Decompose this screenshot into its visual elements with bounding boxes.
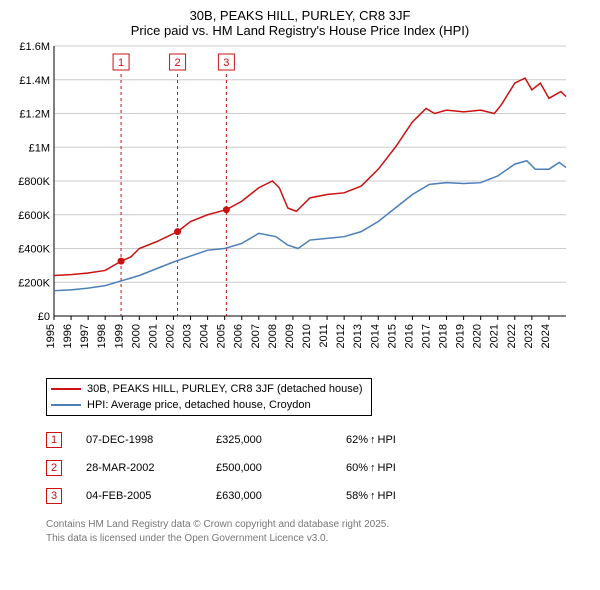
svg-text:£1.4M: £1.4M [19, 75, 50, 87]
svg-text:2002: 2002 [164, 324, 176, 348]
svg-text:£400K: £400K [18, 244, 50, 256]
arrow-up-icon: ↑ [370, 434, 376, 446]
svg-text:2015: 2015 [386, 324, 398, 348]
svg-text:2023: 2023 [523, 324, 535, 348]
sale-pct: 62% ↑ HPI [346, 434, 396, 446]
svg-text:£1.2M: £1.2M [19, 109, 50, 121]
sale-date: 07-DEC-1998 [86, 434, 216, 446]
legend-label-1: 30B, PEAKS HILL, PURLEY, CR8 3JF (detach… [87, 383, 363, 395]
legend-swatch-2 [51, 404, 81, 406]
sale-marker-icon: 3 [46, 488, 62, 504]
svg-text:£800K: £800K [18, 176, 50, 188]
svg-text:1: 1 [118, 57, 124, 69]
svg-text:2010: 2010 [301, 324, 313, 348]
sales-table: 1 07-DEC-1998 £325,000 62% ↑ HPI 2 28-MA… [46, 426, 590, 510]
svg-text:2001: 2001 [147, 324, 159, 348]
svg-text:2014: 2014 [369, 324, 381, 348]
table-row: 3 04-FEB-2005 £630,000 58% ↑ HPI [46, 482, 590, 510]
svg-text:1996: 1996 [62, 324, 74, 348]
svg-text:2009: 2009 [284, 324, 296, 348]
table-row: 1 07-DEC-1998 £325,000 62% ↑ HPI [46, 426, 590, 454]
legend-item-2: HPI: Average price, detached house, Croy… [51, 397, 363, 413]
legend: 30B, PEAKS HILL, PURLEY, CR8 3JF (detach… [46, 378, 372, 416]
svg-text:2013: 2013 [352, 324, 364, 348]
svg-text:2000: 2000 [130, 324, 142, 348]
legend-swatch-1 [51, 388, 81, 390]
svg-text:1997: 1997 [79, 324, 91, 348]
svg-text:2016: 2016 [403, 324, 415, 348]
sale-price: £500,000 [216, 462, 346, 474]
sale-price: £630,000 [216, 490, 346, 502]
svg-text:£1M: £1M [29, 142, 50, 154]
svg-text:1995: 1995 [45, 324, 57, 348]
legend-item-1: 30B, PEAKS HILL, PURLEY, CR8 3JF (detach… [51, 381, 363, 397]
svg-text:1999: 1999 [113, 324, 125, 348]
svg-text:2004: 2004 [199, 324, 211, 348]
svg-text:1998: 1998 [96, 324, 108, 348]
arrow-up-icon: ↑ [370, 462, 376, 474]
chart-area: £0 £200K £400K £600K £800K £1M £1.2M £1.4M £1.6M… [10, 42, 590, 372]
svg-text:2012: 2012 [335, 324, 347, 348]
svg-text:£200K: £200K [18, 277, 50, 289]
sale-pct: 58% ↑ HPI [346, 490, 396, 502]
svg-text:2007: 2007 [250, 324, 262, 348]
chart-svg: £0 £200K £400K £600K £800K £1M £1.2M £1.4M £1.6M… [10, 42, 570, 372]
svg-text:£1.6M: £1.6M [19, 42, 50, 53]
footer-line-2: This data is licensed under the Open Gov… [46, 532, 590, 546]
sale-date: 28-MAR-2002 [86, 462, 216, 474]
svg-text:2005: 2005 [216, 324, 228, 348]
sale-pct: 60% ↑ HPI [346, 462, 396, 474]
svg-text:2: 2 [175, 57, 181, 69]
legend-label-2: HPI: Average price, detached house, Croy… [87, 399, 311, 411]
footer-line-1: Contains HM Land Registry data © Crown c… [46, 518, 590, 532]
footer-attribution: Contains HM Land Registry data © Crown c… [46, 518, 590, 545]
svg-text:£600K: £600K [18, 210, 50, 222]
svg-text:2020: 2020 [472, 324, 484, 348]
svg-text:2021: 2021 [489, 324, 501, 348]
arrow-up-icon: ↑ [370, 490, 376, 502]
title-line-2: Price paid vs. HM Land Registry's House … [10, 23, 590, 38]
svg-text:2003: 2003 [182, 324, 194, 348]
svg-text:2008: 2008 [267, 324, 279, 348]
chart-container: 30B, PEAKS HILL, PURLEY, CR8 3JF Price p… [0, 0, 600, 555]
table-row: 2 28-MAR-2002 £500,000 60% ↑ HPI [46, 454, 590, 482]
svg-text:2024: 2024 [540, 324, 552, 348]
sale-marker-icon: 1 [46, 432, 62, 448]
title-line-1: 30B, PEAKS HILL, PURLEY, CR8 3JF [10, 8, 590, 23]
sale-date: 04-FEB-2005 [86, 490, 216, 502]
sale-marker-icon: 2 [46, 460, 62, 476]
svg-text:2017: 2017 [420, 324, 432, 348]
title-block: 30B, PEAKS HILL, PURLEY, CR8 3JF Price p… [10, 8, 590, 38]
sale-price: £325,000 [216, 434, 346, 446]
svg-text:2006: 2006 [233, 324, 245, 348]
svg-text:2022: 2022 [506, 324, 518, 348]
svg-text:3: 3 [223, 57, 229, 69]
svg-text:2011: 2011 [318, 324, 330, 348]
svg-text:2019: 2019 [455, 324, 467, 348]
svg-text:2018: 2018 [438, 324, 450, 348]
svg-text:£0: £0 [38, 311, 50, 323]
